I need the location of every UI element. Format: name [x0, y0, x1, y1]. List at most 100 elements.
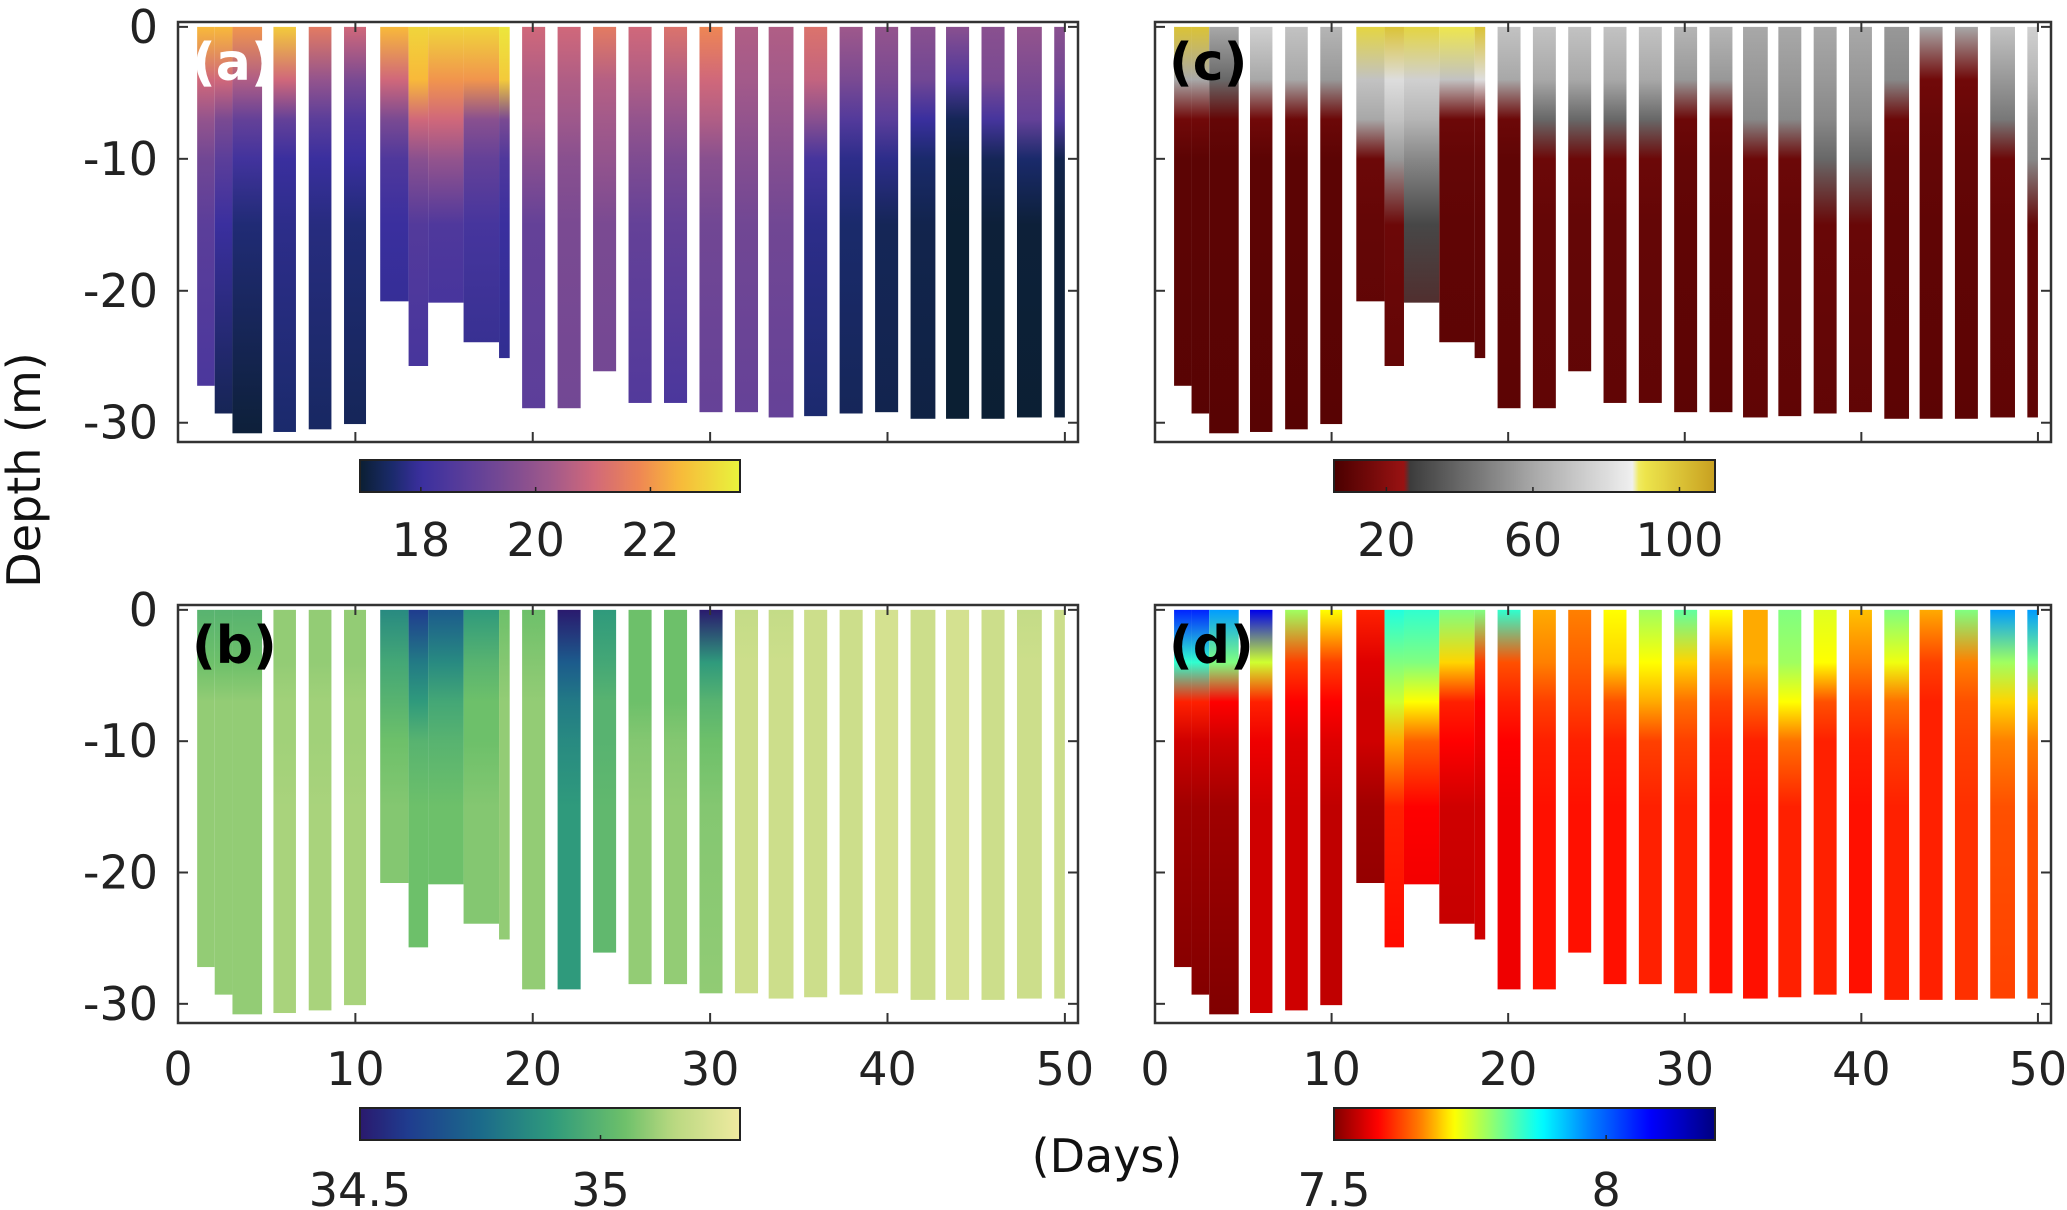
panel-a: 0 -10 -20 -30 (a) 18 20 22: [83, 0, 1080, 567]
x-tick-label: 30: [681, 1042, 740, 1096]
data-column: [593, 26, 617, 372]
data-column: [1439, 26, 1475, 343]
data-column: [593, 609, 617, 953]
x-tick-label: 40: [1832, 1042, 1891, 1096]
data-column: [1638, 26, 1662, 403]
x-tick-label: 50: [2009, 1042, 2067, 1096]
data-column: [1990, 26, 2015, 418]
data-column: [1778, 609, 1802, 998]
data-column: [214, 26, 233, 414]
y-tick-label: -30: [83, 396, 158, 450]
data-column: [1848, 609, 1872, 994]
panel-label-d: (d): [1169, 616, 1254, 676]
data-column: [1403, 609, 1440, 885]
colorbar-tick-label: 18: [392, 513, 451, 567]
axes-frame: [1153, 603, 2053, 1025]
data-column: [699, 609, 723, 994]
data-columns: [1174, 609, 2038, 1015]
data-column: [408, 609, 429, 948]
data-columns: [1174, 26, 2038, 434]
panel-d: 0 10 20 30 40 50(d)7.5 8: [1140, 603, 2067, 1210]
colorbar-c: 20 60 100: [1333, 459, 1723, 567]
data-column: [1990, 609, 2015, 999]
colorbar-bar: [359, 1107, 741, 1141]
data-column: [380, 609, 409, 884]
data-column: [557, 609, 581, 990]
colorbar-bar: [1333, 459, 1716, 493]
data-column: [408, 26, 429, 366]
panel-c: (c) 20 60 100: [1153, 20, 2053, 567]
colorbar-tick-label: 22: [621, 513, 680, 567]
data-column: [1954, 26, 1978, 419]
data-column: [1568, 26, 1592, 372]
data-column: [2027, 26, 2038, 418]
colorbar-bar: [1333, 1107, 1716, 1141]
data-column: [1919, 609, 1943, 1000]
panel-label-c: (c): [1169, 33, 1247, 93]
y-tick-label: -20: [83, 846, 158, 900]
x-tick-label: 0: [1140, 1042, 1169, 1096]
x-axis-title: (Days): [1032, 1129, 1183, 1183]
data-column: [1356, 26, 1385, 302]
data-column: [499, 609, 510, 940]
data-column: [522, 26, 546, 409]
colorbar-a: 18 20 22: [359, 459, 741, 567]
x-tick-label: 0: [163, 1042, 192, 1096]
data-column: [981, 609, 1005, 1000]
data-column: [1250, 26, 1273, 432]
data-column: [1356, 609, 1385, 884]
data-column: [699, 26, 723, 413]
axes-frame: [176, 603, 1080, 1025]
x-tick-label: 40: [858, 1042, 917, 1096]
data-column: [308, 26, 332, 430]
data-column: [1054, 609, 1065, 999]
data-column: [499, 26, 510, 359]
panel-label-b: (b): [192, 616, 277, 676]
data-column: [1603, 609, 1627, 985]
data-column: [1884, 609, 1910, 1000]
data-column: [1384, 26, 1404, 366]
colorbar-tick-label: 7.5: [1297, 1163, 1370, 1210]
data-column: [1848, 26, 1872, 413]
data-column: [1250, 609, 1273, 1014]
data-column: [768, 609, 794, 999]
colorbar-tick-label: 35: [571, 1163, 630, 1210]
data-column: [1474, 609, 1486, 940]
data-column: [428, 26, 464, 303]
data-column: [1674, 26, 1698, 413]
y-tick-label: -10: [83, 132, 158, 186]
data-column: [1497, 26, 1521, 409]
data-column: [1919, 26, 1943, 419]
y-tick-label: -20: [83, 264, 158, 318]
data-column: [768, 26, 794, 418]
data-column: [1285, 609, 1308, 1011]
data-column: [804, 609, 828, 998]
panels: 0 -10 -20 -30 (a) 18 20 22 0 10 20 30 40 50 0 -10 -20 -30…: [83, 0, 2067, 1210]
data-column: [1743, 26, 1768, 418]
data-column: [1709, 26, 1733, 413]
data-column: [839, 26, 863, 414]
data-column: [981, 26, 1005, 419]
data-column: [1054, 26, 1065, 418]
data-column: [197, 26, 215, 386]
data-column: [804, 26, 828, 417]
data-column: [1954, 609, 1978, 1000]
axes-frame: [1153, 20, 2053, 444]
y-tick-label: -10: [83, 714, 158, 768]
data-column: [1191, 609, 1210, 995]
data-column: [1285, 26, 1308, 430]
data-columns: [197, 609, 1065, 1015]
data-column: [197, 609, 215, 968]
data-column: [463, 26, 500, 343]
data-column: [557, 26, 581, 409]
data-columns: [197, 26, 1065, 434]
data-column: [1813, 609, 1837, 995]
colorbar-tick-label: 20: [506, 513, 565, 567]
panel-b: 0 10 20 30 40 50 0 -10 -20 -30 (b) 34.5 35: [83, 583, 1094, 1210]
data-column: [1209, 26, 1239, 434]
data-column: [2027, 609, 2038, 999]
data-column: [232, 26, 263, 434]
colorbar-d: 7.5 8: [1297, 1107, 1716, 1210]
data-column: [1320, 609, 1343, 1006]
data-column: [344, 26, 367, 425]
